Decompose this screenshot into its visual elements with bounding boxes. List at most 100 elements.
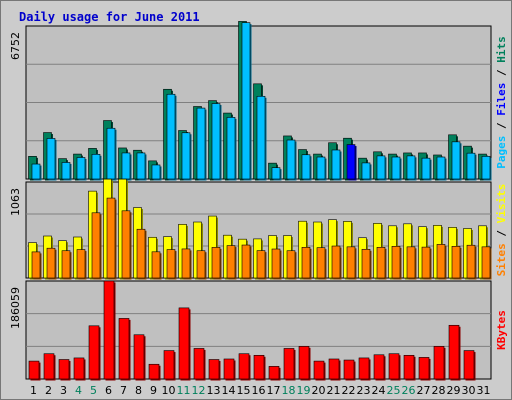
legend-label: Files [495,83,508,116]
files-bar [256,95,266,180]
x-tick-label: 7 [120,384,127,397]
files-bar [76,157,86,180]
sites-bar [391,246,401,279]
x-tick-label: 11 [177,384,191,397]
legend-label: / [495,63,508,83]
x-tick-label: 3 [60,384,67,397]
x-tick-label: 9 [150,384,157,397]
sites-bar [196,250,206,279]
kbytes-bar [418,357,430,380]
kbytes-bar [178,307,190,380]
sites-bar [361,248,371,279]
x-tick-label: 21 [327,384,341,397]
kbytes-bar [403,354,415,380]
kbytes-bar [298,346,310,380]
x-tick-label: 15 [237,384,251,397]
files-bar [181,132,191,180]
panel-middle-max-label: 1063 [9,188,22,216]
kbytes-bar [238,353,250,380]
kbytes-bar [223,358,235,380]
chart-title: Daily usage for June 2011 [19,10,200,24]
legend-label: / [495,223,508,243]
x-tick-label: 2 [45,384,52,397]
sites-bar [61,250,71,279]
files-bar [31,163,41,180]
sites-bar [136,228,146,279]
files-bar [46,138,56,180]
sites-bar [436,244,446,279]
files-bar [271,167,281,180]
kbytes-bar [328,358,340,380]
sites-bar [106,197,116,279]
panel-bottom-legend: KBytes [495,310,508,350]
sites-bar [241,244,251,279]
x-tick-label: 1 [30,384,37,397]
files-bar [136,152,146,180]
kbytes-bar [133,334,145,380]
x-tick-label: 26 [402,384,416,397]
sites-bar [31,251,41,279]
x-tick-label: 14 [222,384,236,397]
x-tick-label: 6 [105,384,112,397]
kbytes-bar [43,353,55,380]
x-tick-label: 12 [192,384,206,397]
x-tick-label: 19 [297,384,311,397]
files-bar [406,155,416,180]
x-tick-label: 17 [267,384,281,397]
legend-label: KBytes [495,310,508,350]
x-tick-label: 13 [207,384,221,397]
x-tick-label: 31 [477,384,491,397]
sites-bar [286,250,296,279]
kbytes-bar [73,357,85,380]
kbytes-bar [433,346,445,380]
files-bar [151,164,161,180]
sites-bar [316,247,326,279]
sites-bar [331,245,341,279]
files-bar [451,141,461,180]
files-bar [106,127,116,180]
files-bar [226,117,236,180]
kbytes-bar [148,363,160,380]
files-bar [436,156,446,180]
sites-bar [466,244,476,279]
legend-label: Hits [495,36,508,63]
files-bar [61,162,71,180]
sites-bar [181,248,191,279]
panel-top-legend: Pages / Files / Hits [495,36,508,169]
x-tick-label: 30 [462,384,476,397]
kbytes-bar [163,350,175,380]
files-bar [466,152,476,180]
x-tick-label: 20 [312,384,326,397]
x-tick-label: 5 [90,384,97,397]
legend-label: Pages [495,136,508,169]
kbytes-bar [463,350,475,380]
sites-bar [166,249,176,279]
sites-bar [271,248,281,279]
kbytes-bar [253,354,265,380]
files-bar [391,156,401,180]
x-tick-label: 22 [342,384,356,397]
kbytes-bar [388,353,400,380]
kbytes-bar [28,360,40,380]
legend-label: Visits [495,184,508,224]
kbytes-bar [103,280,115,380]
sites-bar [226,245,236,279]
x-tick-label: 18 [282,384,296,397]
kbytes-bar [313,360,325,380]
x-tick-label: 4 [75,384,82,397]
files-bar [196,107,206,180]
x-tick-label: 10 [162,384,176,397]
kbytes-bar [193,348,205,380]
files-bar [331,149,341,180]
x-tick-label: 28 [432,384,446,397]
sites-bar [376,246,386,279]
kbytes-bar [283,348,295,380]
sites-bar [256,250,266,279]
sites-bar [76,249,86,279]
kbytes-bar [268,366,280,380]
sites-bar [451,246,461,279]
x-tick-label: 27 [417,384,431,397]
files-bar [91,154,101,180]
